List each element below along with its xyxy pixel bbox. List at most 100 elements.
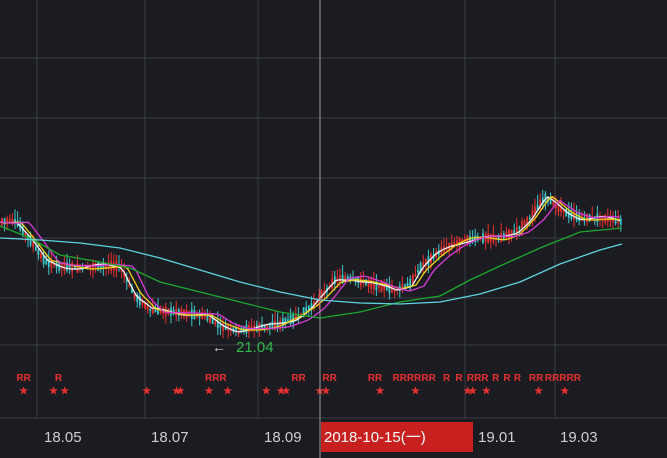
candle-body	[151, 307, 154, 314]
candle-body	[305, 307, 308, 314]
candle-body	[266, 323, 269, 329]
star-icon: ★	[205, 386, 214, 397]
signal-label: R	[429, 373, 437, 384]
candle-body	[528, 217, 531, 220]
star-icon: ★	[534, 386, 543, 397]
star-icon: ★	[142, 386, 151, 397]
candle-body	[510, 229, 513, 237]
star-icon: ★	[282, 386, 291, 397]
candle-body	[396, 288, 399, 291]
star-icon: ★	[321, 386, 330, 397]
candle-body	[154, 308, 157, 313]
candle-body	[333, 276, 336, 285]
candle-body	[125, 277, 128, 283]
candle-body	[40, 253, 42, 259]
star-icon: ★	[468, 386, 477, 397]
candle-body	[406, 282, 409, 288]
candle-body	[47, 258, 50, 268]
cursor-date-background	[321, 422, 473, 452]
candle-body	[560, 206, 562, 212]
star-icon: ★	[411, 386, 420, 397]
grid-lines	[0, 0, 667, 419]
candle-body	[8, 219, 11, 222]
cursor-date-text: 2018-10-15(一)	[324, 429, 426, 446]
candle-body	[375, 281, 378, 291]
candle-body	[219, 325, 222, 328]
candle-body	[458, 237, 461, 247]
star-icon: ★	[560, 386, 569, 397]
candle-body	[107, 263, 110, 269]
min-price-marker: ← 21.04	[212, 339, 274, 356]
signal-label: R	[55, 373, 63, 384]
candle-body	[29, 236, 32, 246]
candle-body	[89, 264, 92, 270]
x-tick-label: 19.01	[478, 429, 516, 446]
candle-body	[378, 285, 380, 288]
candle-body	[258, 323, 261, 332]
star-icon: ★	[482, 386, 491, 397]
candle-body	[24, 231, 27, 237]
candle-body	[583, 216, 586, 220]
signal-label: R	[443, 373, 451, 384]
candle-body	[539, 199, 542, 210]
ma20-line	[0, 199, 621, 330]
candle-body	[263, 324, 266, 329]
candle-body	[14, 218, 16, 222]
candle-body	[331, 278, 334, 289]
candle-body	[450, 242, 453, 248]
candle-body	[235, 327, 237, 332]
candle-body	[146, 305, 149, 310]
candle-body	[544, 193, 547, 204]
candle-body	[414, 274, 417, 277]
candle-body	[185, 309, 188, 318]
candle-body	[115, 261, 118, 271]
candle-body	[526, 217, 529, 225]
candle-body	[188, 311, 191, 317]
candle-body	[292, 313, 295, 324]
candle-body	[601, 215, 604, 222]
candle-body	[128, 283, 131, 287]
candle-body	[133, 292, 136, 299]
candle-body	[19, 223, 22, 231]
candle-body	[346, 276, 349, 281]
candle-body	[409, 278, 412, 289]
candle-body	[534, 206, 536, 216]
candle-body	[289, 314, 292, 325]
x-tick-label: 19.03	[560, 429, 598, 446]
candle-body	[521, 221, 523, 230]
candle-body	[261, 324, 263, 330]
candle-body	[190, 309, 193, 319]
star-icon: ★	[277, 386, 286, 397]
candle-body	[401, 283, 404, 291]
candle-body	[268, 322, 271, 329]
signal-label: R	[492, 373, 500, 384]
candle-body	[614, 218, 617, 224]
candle-body	[513, 230, 516, 235]
candle-body	[508, 229, 510, 240]
candle-body	[297, 314, 300, 317]
candle-body	[42, 255, 45, 265]
candle-body	[573, 211, 575, 220]
candle-body	[138, 295, 141, 306]
candle-body	[92, 262, 94, 271]
candle-body	[68, 265, 71, 269]
candle-body	[281, 318, 284, 327]
x-tick-label: 18.09	[264, 429, 302, 446]
candle-body	[99, 263, 102, 269]
star-icon: ★	[463, 386, 472, 397]
candle-body	[453, 242, 456, 247]
candle-body	[131, 286, 133, 294]
ma60-line	[0, 225, 623, 319]
candle-body	[284, 317, 287, 325]
signal-label: RR	[322, 373, 337, 384]
candle-body	[617, 219, 620, 224]
x-axis: 18.05 18.07 18.09 19.01 19.03	[44, 429, 598, 446]
candle-body	[102, 263, 105, 269]
star-icon: ★	[60, 386, 69, 397]
star-icon: ★	[172, 386, 181, 397]
candle-body	[370, 279, 373, 289]
signal-label: RR	[16, 373, 31, 384]
candle-body	[609, 217, 612, 222]
candle-body	[575, 212, 578, 221]
